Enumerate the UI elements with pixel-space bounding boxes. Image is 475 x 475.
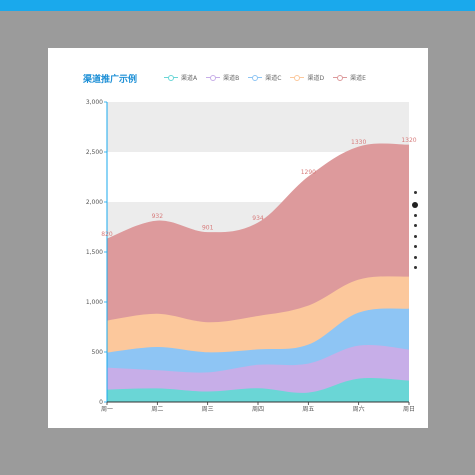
chart-title: 渠道推广示例 <box>83 75 138 85</box>
pager-dot[interactable] <box>413 266 417 269</box>
pager <box>412 191 418 277</box>
chart-plot: 0 500 1,000 1,500 2,000 2,500 3,000 周一 周二 周三 周四 周五 周… <box>86 99 417 413</box>
x-tick-label: 周二 <box>151 406 163 413</box>
legend-item[interactable]: 渠道E <box>333 73 366 82</box>
legend-item[interactable]: 渠道C <box>248 73 281 82</box>
legend-label: 渠道D <box>307 75 325 82</box>
split-band <box>107 102 409 152</box>
pager-dot[interactable] <box>413 255 417 259</box>
y-tick-label: 2,500 <box>86 149 103 156</box>
series-area <box>107 378 409 402</box>
y-tick-label: 1,500 <box>86 249 103 256</box>
chart-card: 渠道推广示例 渠道A 渠道B 渠道C 渠道D 渠道E 0 500 1,000 1,500 2,0… <box>48 48 428 428</box>
legend-item[interactable]: 渠道A <box>164 73 197 82</box>
pager-dot[interactable] <box>413 191 417 194</box>
series-line <box>106 143 410 240</box>
legend-label: 渠道C <box>265 75 282 82</box>
data-label: 1330 <box>351 139 366 146</box>
pager-dot[interactable] <box>413 213 417 217</box>
x-tick-label: 周三 <box>202 406 214 413</box>
data-label: 932 <box>152 213 164 220</box>
series-line <box>106 276 410 324</box>
x-tick-label: 周六 <box>353 405 365 413</box>
series-line <box>106 345 410 374</box>
legend-swatch <box>248 74 263 81</box>
y-tick-label: 0 <box>99 399 103 406</box>
data-label: 1290 <box>301 169 316 176</box>
legend-label: 渠道B <box>223 75 240 82</box>
legend-item[interactable]: 渠道D <box>290 73 324 82</box>
x-tick-label: 周五 <box>302 406 314 413</box>
data-label: 820 <box>101 231 113 238</box>
pager-dot[interactable] <box>413 245 417 248</box>
legend-swatch <box>290 74 305 81</box>
series-line <box>106 377 410 394</box>
legend: 渠道A 渠道B 渠道C 渠道D 渠道E <box>164 73 366 82</box>
x-tick-label: 周日 <box>403 406 415 413</box>
y-tick-label: 500 <box>92 349 104 356</box>
data-label: 934 <box>252 215 264 222</box>
y-tick-label: 3,000 <box>86 99 103 106</box>
y-tick-label: 2,000 <box>86 199 103 206</box>
top-bar <box>0 0 475 11</box>
y-tick-label: 1,000 <box>86 299 103 306</box>
data-label: 901 <box>202 225 214 232</box>
x-tick-label: 周一 <box>101 406 113 413</box>
legend-swatch <box>164 74 178 81</box>
pager-dot[interactable] <box>413 224 417 227</box>
legend-swatch <box>333 74 348 81</box>
x-tick-label: 周四 <box>252 406 264 413</box>
series-line <box>106 308 410 354</box>
legend-item[interactable]: 渠道B <box>206 73 239 82</box>
legend-swatch <box>206 74 221 81</box>
legend-label: 渠道E <box>350 75 366 82</box>
data-label: 1320 <box>401 137 416 144</box>
pager-dot[interactable] <box>413 234 417 238</box>
pager-dot[interactable] <box>412 201 418 208</box>
legend-label: 渠道A <box>181 75 198 82</box>
